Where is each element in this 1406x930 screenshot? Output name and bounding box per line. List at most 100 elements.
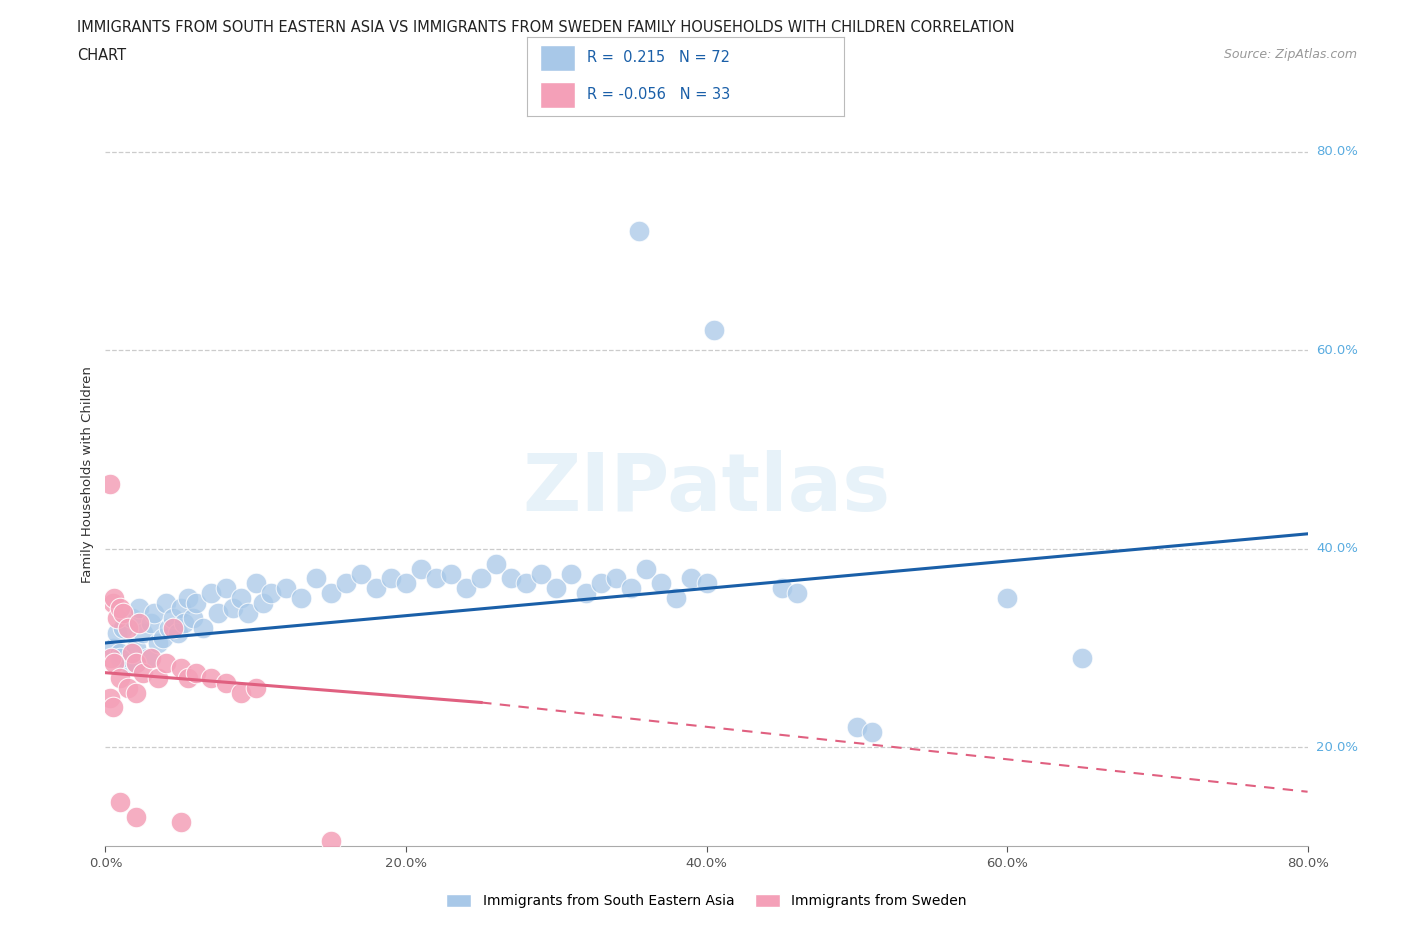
Text: 60.0%: 60.0% [1316,344,1358,357]
Text: 80.0%: 80.0% [1316,145,1358,158]
Point [110,645,132,660]
Point [124,641,146,656]
Point [575,586,598,601]
Point [121,611,143,626]
Point [110,671,132,685]
Point [395,576,418,591]
Point [319,586,342,601]
Point [530,566,553,581]
Text: R = -0.056   N = 33: R = -0.056 N = 33 [588,87,731,102]
Point [124,656,146,671]
Point [107,611,129,626]
Text: Source: ZipAtlas.com: Source: ZipAtlas.com [1223,48,1357,61]
Point [456,581,478,596]
Point [184,596,207,611]
Point [101,700,124,715]
Point [112,605,135,620]
Point [98,690,121,705]
Point [117,680,139,695]
Point [703,323,725,338]
Y-axis label: Family Households with Children: Family Households with Children [82,365,94,583]
Point [152,631,174,645]
Point [409,561,432,576]
Point [128,616,150,631]
Point [605,571,627,586]
Point [177,591,200,605]
Point [157,620,180,635]
Point [166,626,188,641]
Point [103,656,125,671]
Point [305,571,328,586]
Point [665,591,688,605]
Point [191,620,214,635]
Point [440,566,463,581]
Point [274,581,297,596]
Point [103,591,125,605]
Point [169,660,191,675]
Point [173,616,195,631]
Point [229,685,252,700]
Point [620,581,643,596]
Point [229,591,252,605]
Point [681,571,703,586]
Point [162,620,184,635]
Point [591,576,613,591]
Point [100,650,122,665]
Point [136,650,159,665]
Point [117,620,139,635]
Point [245,680,267,695]
FancyBboxPatch shape [540,82,575,109]
Text: 20.0%: 20.0% [1316,740,1358,753]
FancyBboxPatch shape [540,46,575,72]
Point [364,581,387,596]
Point [319,834,342,849]
Point [786,586,808,601]
Point [636,561,658,576]
Point [107,626,129,641]
Point [696,576,718,591]
Point [200,671,222,685]
Point [627,224,650,239]
Point [98,477,121,492]
Text: 40.0%: 40.0% [1316,542,1358,555]
Point [112,620,135,635]
Point [485,556,508,571]
Point [128,601,150,616]
Point [110,601,132,616]
Point [177,671,200,685]
Point [207,605,229,620]
Point [860,724,883,739]
Point [245,576,267,591]
Point [260,586,283,601]
Point [155,656,177,671]
Point [290,591,312,605]
Point [124,809,146,824]
Text: ZIPatlas: ZIPatlas [523,450,890,528]
Point [222,601,245,616]
Point [184,665,207,680]
Point [139,616,162,631]
Point [146,671,169,685]
Point [770,581,793,596]
Point [470,571,492,586]
Point [845,720,868,735]
Point [214,581,236,596]
Point [110,794,132,809]
Point [214,675,236,690]
Point [380,571,402,586]
Point [1071,650,1094,665]
Point [995,591,1018,605]
Point [252,596,274,611]
Point [139,650,162,665]
Point [169,814,191,829]
Point [155,596,177,611]
Point [169,601,191,616]
Legend: Immigrants from South Eastern Asia, Immigrants from Sweden: Immigrants from South Eastern Asia, Immi… [441,888,972,914]
Point [350,566,373,581]
Point [110,650,132,665]
Point [124,656,146,671]
Point [425,571,447,586]
Point [560,566,582,581]
Point [124,685,146,700]
Point [515,576,537,591]
